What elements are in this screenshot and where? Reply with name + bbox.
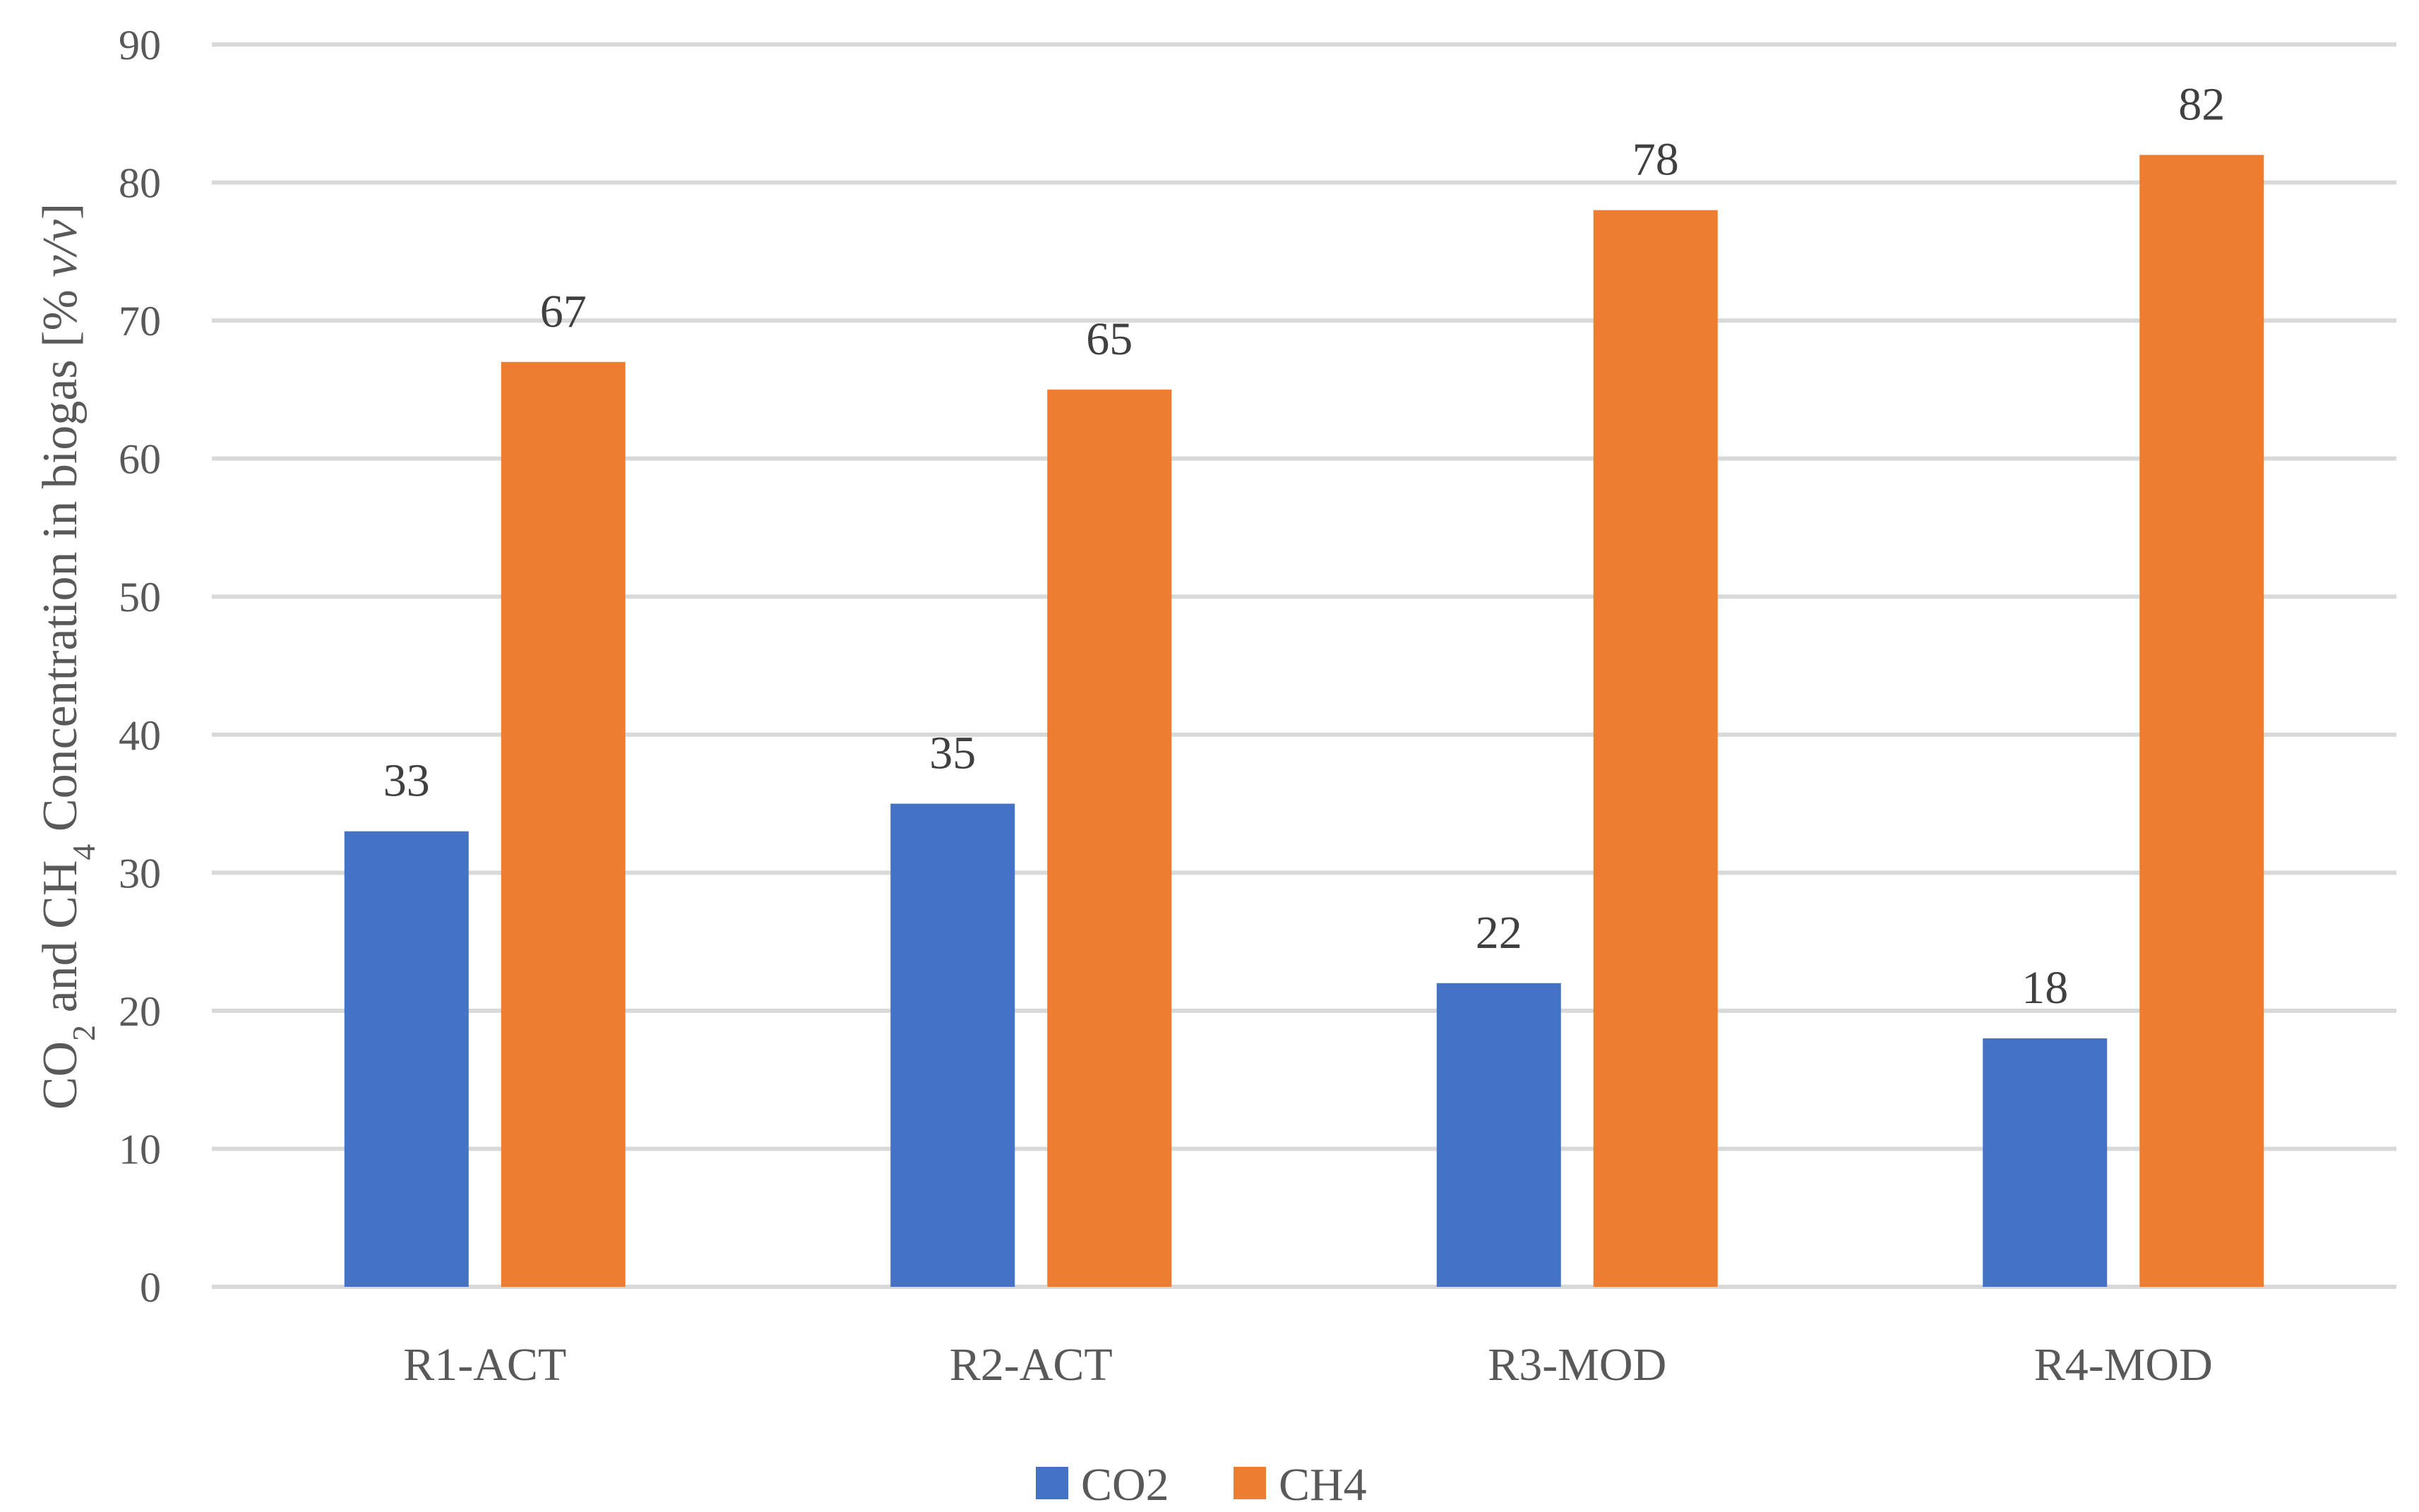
x-category-label: R3-MOD [1488, 1339, 1666, 1391]
data-label-ch4-r1-act: 67 [540, 286, 587, 337]
bar-ch4-r1-act [501, 361, 626, 1287]
data-labels: 33 67 35 65 22 78 18 82 [383, 78, 2226, 1014]
y-tick-label: 60 [119, 436, 161, 483]
legend-label-co2: CO2 [1081, 1459, 1169, 1511]
data-label-co2-r4-mod: 18 [2021, 962, 2068, 1014]
legend-swatch-co2 [1036, 1467, 1068, 1499]
y-axis-title: CO2 and CH4 Concentration in biogas [% v… [33, 203, 102, 1110]
data-label-co2-r2-act: 35 [929, 728, 976, 779]
legend-swatch-ch4 [1234, 1467, 1266, 1499]
data-label-ch4-r2-act: 65 [1086, 313, 1133, 365]
x-category-label: R4-MOD [2034, 1339, 2213, 1391]
y-tick-label: 10 [119, 1126, 161, 1172]
x-category-label: R1-ACT [403, 1339, 566, 1391]
bars [344, 155, 2264, 1288]
y-tick-label: 90 [119, 22, 161, 68]
data-label-co2-r3-mod: 22 [1476, 907, 1522, 959]
data-label-co2-r1-act: 33 [383, 755, 430, 807]
bar-co2-r2-act [890, 803, 1015, 1287]
data-label-ch4-r3-mod: 78 [1632, 134, 1679, 186]
bar-co2-r3-mod [1436, 983, 1561, 1287]
bar-co2-r4-mod [1983, 1038, 2108, 1287]
legend-label-ch4: CH4 [1279, 1459, 1367, 1511]
y-tick-label: 30 [119, 850, 161, 896]
bar-ch4-r4-mod [2139, 155, 2264, 1287]
y-tick-label: 80 [119, 160, 161, 207]
bar-ch4-r3-mod [1593, 210, 1718, 1288]
y-tick-label: 20 [119, 988, 161, 1035]
y-tick-label: 70 [119, 298, 161, 344]
x-axis-categories: R1-ACT R2-ACT R3-MOD R4-MOD [403, 1339, 2213, 1391]
y-tick-label: 0 [140, 1264, 161, 1311]
y-axis-ticks: 0 10 20 30 40 50 60 70 80 90 [119, 22, 161, 1311]
y-tick-label: 40 [119, 712, 161, 759]
y-tick-label: 50 [119, 574, 161, 620]
legend: CO2 CH4 [1036, 1459, 1367, 1511]
data-label-ch4-r4-mod: 82 [2178, 78, 2225, 130]
bar-co2-r1-act [344, 831, 469, 1287]
x-category-label: R2-ACT [950, 1339, 1113, 1391]
bar-ch4-r2-act [1047, 389, 1172, 1287]
